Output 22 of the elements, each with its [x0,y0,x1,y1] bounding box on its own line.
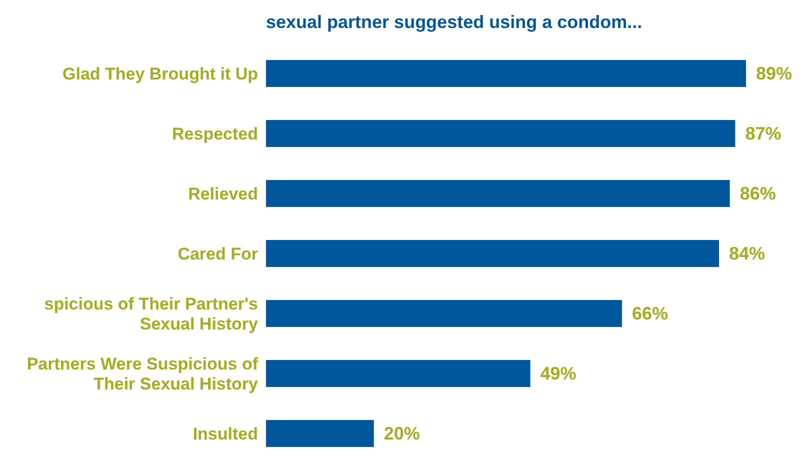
data-label: 87% [745,124,782,144]
bar [266,300,622,327]
bar [266,420,374,447]
y-tick-label: Respected [172,124,258,144]
y-tick-label: Relieved [188,184,258,204]
bar [266,360,530,387]
bar [266,120,736,147]
bar [266,60,746,87]
y-tick-label: Glad They Brought it Up [62,64,258,84]
y-tick-label: Cared For [178,244,258,264]
chart-title: sexual partner suggested using a condom... [266,12,642,32]
y-tick-label: Partners Were Suspicious of Their Sexual History [26,354,259,394]
data-label: 86% [740,184,776,204]
bar [266,180,730,207]
data-label: 66% [632,304,668,324]
y-tick-label: Insulted [192,424,258,444]
data-label: 89% [756,64,792,84]
y-tick-label: spicious of Their Partner's Sexual History [44,294,259,334]
data-label: 84% [729,244,766,264]
bar [266,240,720,267]
data-label: 20% [384,424,420,444]
data-label: 49% [540,364,576,384]
